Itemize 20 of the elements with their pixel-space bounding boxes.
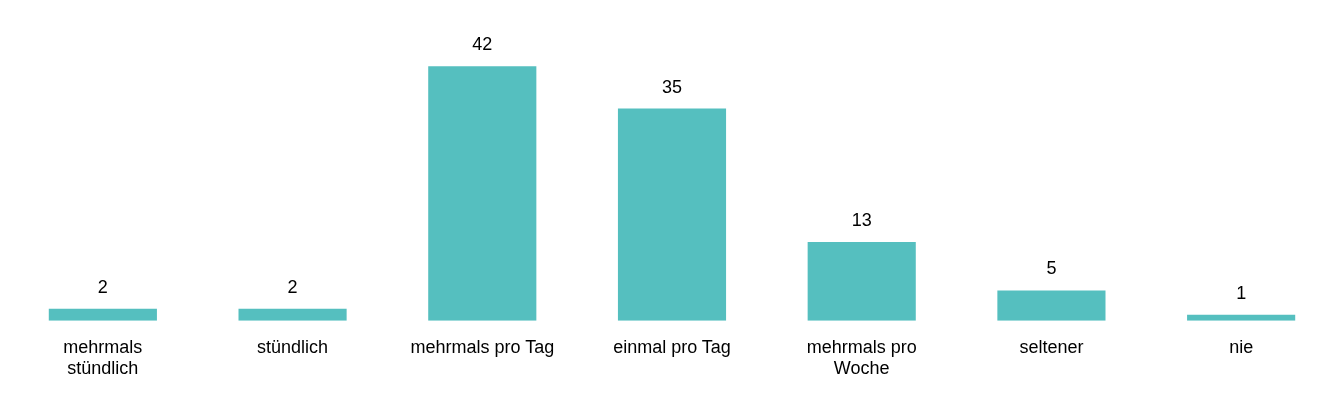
data-label: 13 xyxy=(851,209,872,230)
x-tick-label: mehrmals pro Tag xyxy=(410,336,555,357)
x-tick-label: seltener xyxy=(1019,336,1084,357)
x-tick-label: mehrmals pro Woche xyxy=(806,336,917,379)
bar xyxy=(238,308,347,321)
x-tick-label: mehrmals stündlich xyxy=(63,336,143,379)
bar xyxy=(997,290,1106,321)
data-label: 2 xyxy=(287,276,298,297)
data-label: 2 xyxy=(97,276,108,297)
bar xyxy=(807,241,916,321)
bar xyxy=(428,66,537,321)
data-label: 5 xyxy=(1046,258,1057,279)
data-label: 42 xyxy=(472,34,493,55)
data-label: 35 xyxy=(661,76,683,97)
data-label: 1 xyxy=(1236,282,1247,303)
bar xyxy=(617,108,727,321)
x-tick-label: einmal pro Tag xyxy=(613,336,731,357)
x-tick-label: stündlich xyxy=(257,336,329,357)
bar xyxy=(48,308,157,321)
x-tick-label: nie xyxy=(1229,336,1254,357)
